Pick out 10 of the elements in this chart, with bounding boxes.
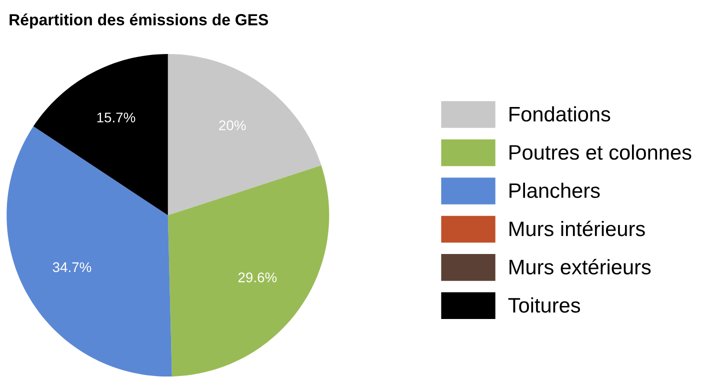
data-label: 29.6% xyxy=(238,272,277,282)
legend-label: Planchers xyxy=(510,182,600,198)
legend-label: Fondations xyxy=(510,106,610,122)
legend-label: Murs extérieurs xyxy=(510,258,651,274)
chart-title: Répartition des émissions de GES xyxy=(10,13,268,29)
legend-label: Toitures xyxy=(508,297,580,313)
data-label: 15.7% xyxy=(97,112,136,122)
data-label: 34.7% xyxy=(52,262,92,272)
legend-label: Poutres et colonnes xyxy=(510,144,692,160)
legend-label: Murs intérieurs xyxy=(510,220,645,236)
